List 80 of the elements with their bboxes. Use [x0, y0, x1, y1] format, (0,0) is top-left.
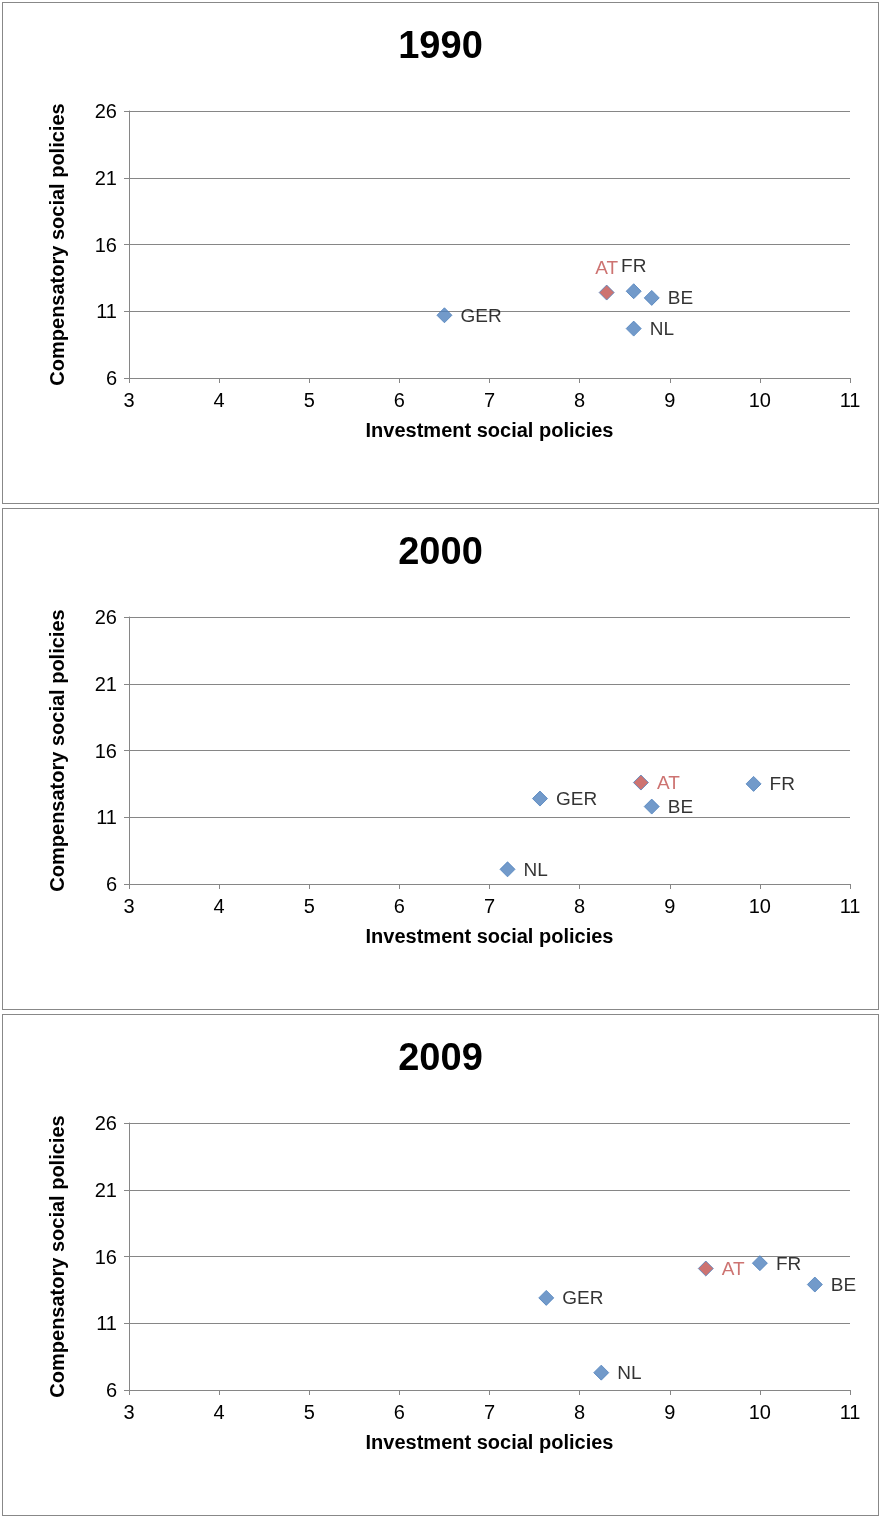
y-tick-label: 6 [105, 367, 117, 389]
x-tick-label: 8 [574, 895, 586, 917]
y-tick-label: 11 [96, 1312, 117, 1335]
x-tick-label: 5 [303, 389, 315, 411]
series-label: AT [595, 256, 619, 278]
x-tick-label: 5 [303, 895, 315, 917]
x-tick-label: 4 [213, 1401, 225, 1423]
x-tick-label: 9 [664, 1401, 676, 1423]
y-axis-title: Compensatory social policies [46, 1115, 68, 1398]
x-tick-label: 7 [483, 1401, 496, 1423]
series-label: NL [617, 1362, 642, 1384]
series-label: AT [656, 772, 681, 794]
x-tick-label: 6 [393, 389, 405, 411]
series-label: NL [523, 858, 548, 880]
series-label: FR [621, 255, 647, 277]
series-label: AT [721, 1258, 746, 1280]
x-tick-label: 3 [123, 389, 135, 411]
point [643, 289, 660, 306]
x-tick-label: 10 [748, 895, 771, 917]
point [697, 1260, 714, 1277]
point [436, 307, 453, 324]
y-tick-label: 21 [94, 166, 117, 189]
series-label: FR [775, 1252, 802, 1274]
x-tick-label: 11 [839, 389, 861, 411]
x-tick-label: 9 [664, 389, 676, 411]
chart-title: 2009 [398, 1036, 483, 1078]
x-tick-label: 3 [123, 1401, 135, 1423]
point [598, 284, 615, 301]
point [593, 1364, 610, 1381]
x-tick-label: 7 [483, 389, 496, 411]
chart-title: 1990 [398, 24, 483, 66]
x-tick-label: 9 [664, 895, 676, 917]
y-tick-label: 11 [96, 806, 117, 829]
y-tick-label: 11 [96, 300, 117, 323]
series-label: FR [769, 773, 795, 795]
y-tick-label: 26 [94, 606, 117, 628]
y-axis-title: Compensatory social policies [46, 609, 68, 892]
x-axis-title: Investment social policies [365, 1431, 614, 1453]
y-tick-label: 26 [94, 1112, 117, 1134]
series-label: NL [649, 318, 674, 340]
x-tick-label: 10 [748, 1401, 771, 1423]
x-tick-label: 3 [123, 895, 135, 917]
x-tick-label: 6 [393, 1401, 405, 1423]
point [632, 774, 649, 791]
point [538, 1289, 555, 1306]
series-label: GER [562, 1287, 604, 1309]
x-tick-label: 8 [574, 1401, 586, 1423]
series-label: BE [667, 287, 694, 309]
x-tick-label: 10 [748, 389, 771, 411]
point [499, 861, 516, 878]
series-label: BE [667, 796, 694, 818]
x-axis-title: Investment social policies [365, 419, 614, 441]
y-tick-label: 21 [94, 672, 117, 695]
x-axis-title: Investment social policies [365, 925, 614, 947]
y-tick-label: 6 [105, 1379, 117, 1401]
x-tick-label: 11 [839, 895, 861, 917]
y-axis-title: Compensatory social policies [46, 103, 68, 386]
chart-title: 2000 [398, 530, 483, 572]
x-tick-label: 11 [839, 1401, 861, 1423]
y-tick-label: 21 [94, 1178, 117, 1201]
y-tick-label: 6 [105, 873, 117, 895]
series-label: GER [555, 788, 598, 810]
point [531, 790, 548, 807]
x-tick-label: 8 [574, 389, 586, 411]
point [751, 1255, 768, 1272]
y-tick-label: 16 [94, 739, 117, 762]
x-tick-label: 4 [213, 389, 225, 411]
x-tick-label: 7 [483, 895, 496, 917]
y-tick-label: 16 [94, 1245, 117, 1268]
x-tick-label: 6 [393, 895, 405, 917]
y-tick-label: 26 [94, 100, 117, 122]
point [806, 1276, 823, 1293]
x-tick-label: 5 [303, 1401, 315, 1423]
point [625, 283, 642, 300]
x-tick-label: 4 [213, 895, 225, 917]
point [625, 320, 642, 337]
series-label: BE [830, 1274, 857, 1296]
point [643, 798, 660, 815]
point [745, 775, 762, 792]
y-tick-label: 16 [94, 233, 117, 256]
